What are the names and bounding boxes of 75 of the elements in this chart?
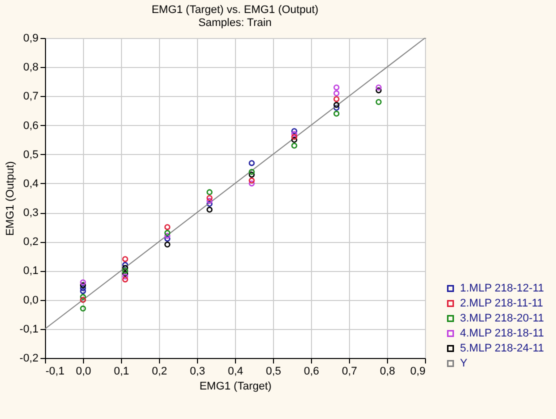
point [333, 102, 340, 108]
point [376, 84, 382, 90]
x-tick-label: 0,3 [190, 366, 206, 378]
x-tick-label: 0,1 [114, 366, 130, 378]
point [80, 282, 86, 288]
y-tick-label: -0,2 [20, 352, 38, 364]
point [206, 198, 213, 204]
legend-label: 4.MLP 218-18-11 [460, 328, 544, 340]
point [333, 110, 340, 117]
y-tick-label: 0,5 [23, 148, 38, 161]
point [164, 242, 170, 248]
point [291, 136, 298, 143]
point [333, 104, 340, 111]
y-tick-label: 0,2 [23, 236, 38, 248]
point [206, 206, 213, 213]
legend-label: Y [460, 358, 468, 370]
chart-title: EMG1 (Target) vs. EMG1 (Output) [152, 4, 318, 16]
point [122, 268, 128, 274]
point [122, 256, 128, 262]
point [80, 279, 86, 286]
x-tick-label: 0,0 [76, 366, 92, 378]
point [164, 230, 170, 236]
point [164, 236, 170, 242]
point [206, 189, 213, 196]
point [164, 232, 170, 239]
point [248, 178, 255, 184]
point [376, 87, 382, 94]
point [248, 180, 255, 186]
y-tick-label: 0,4 [23, 178, 38, 190]
y-tick-label: 0,9 [23, 32, 38, 44]
y-tick-label: 0,0 [23, 294, 38, 306]
point [333, 90, 340, 96]
point [291, 131, 298, 137]
x-tick-label: 0,6 [304, 366, 320, 378]
point [376, 99, 382, 105]
chart-subtitle: Samples: Train [198, 17, 272, 29]
legend-label: 1.MLP 218-12-11 [460, 282, 544, 294]
point [291, 142, 298, 149]
x-tick-label: 0,9 [410, 366, 426, 378]
point [333, 96, 340, 102]
legend-label: 5.MLP 218-24-11 [460, 342, 544, 354]
point [122, 264, 128, 271]
point [122, 270, 128, 277]
x-tick-label: 0,4 [228, 366, 244, 378]
y-tick-label: 0,6 [23, 120, 38, 132]
point [164, 224, 170, 230]
point [80, 285, 86, 292]
x-tick-label: -0,1 [46, 366, 64, 378]
point [206, 200, 213, 207]
y-tick-label: 0,1 [23, 265, 38, 278]
x-tick-label: 0,5 [266, 366, 282, 378]
point [248, 168, 255, 175]
point [248, 160, 255, 166]
point [122, 262, 128, 268]
x-tick-label: 0,8 [380, 366, 396, 378]
y-tick-label: 0,3 [23, 207, 38, 220]
y-tick-label: -0,1 [20, 323, 38, 336]
point [80, 306, 86, 312]
x-tick-label: 0,2 [152, 366, 168, 378]
y-axis-title: EMG1 (Output) [4, 161, 17, 236]
point [206, 195, 213, 201]
point [291, 128, 298, 134]
legend-label: 3.MLP 218-20-11 [460, 312, 544, 324]
y-tick-label: 0,7 [23, 90, 38, 103]
x-axis-title: EMG1 (Target) [199, 380, 272, 392]
point [291, 134, 298, 140]
x-tick-label: 0,7 [342, 366, 358, 378]
point [122, 274, 128, 280]
point [248, 172, 255, 178]
y-tick-label: 0,8 [23, 62, 38, 74]
point [80, 288, 86, 294]
point [122, 276, 128, 282]
point [80, 294, 86, 300]
point [333, 84, 340, 90]
legend-label: 2.MLP 218-11-11 [460, 298, 544, 310]
